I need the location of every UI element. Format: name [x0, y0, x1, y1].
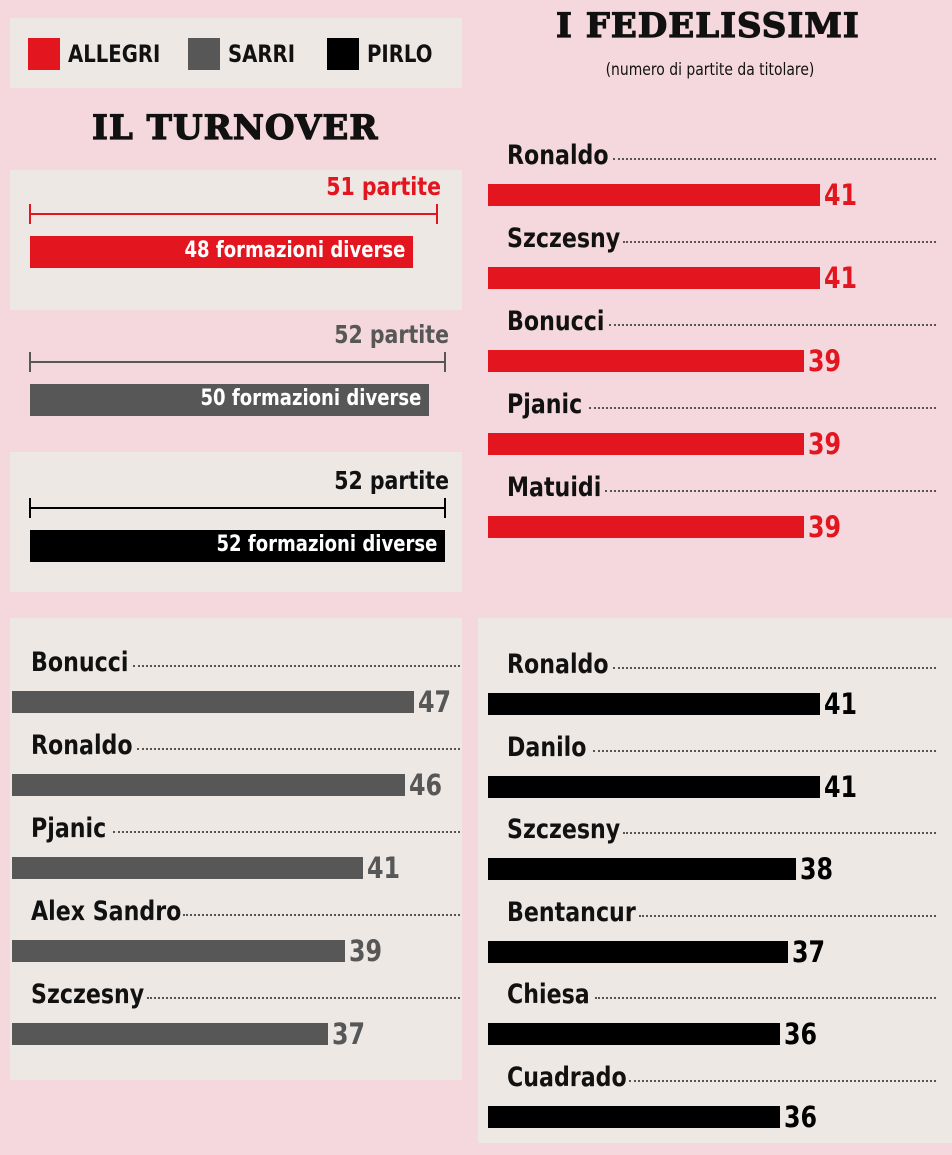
- player-name-sarri-0: Bonucci: [31, 647, 129, 678]
- player-leader-pirlo-0: [613, 667, 936, 669]
- player-name-allegri-1: Szczesny: [507, 223, 621, 254]
- player-name-sarri-2: Pjanic: [31, 813, 107, 844]
- player-name-sarri-3: Alex Sandro: [31, 896, 182, 927]
- player-leader-pirlo-4: [595, 997, 936, 999]
- fedelissimi-subtitle: (numero di partite da titolare): [605, 60, 815, 80]
- player-name-pirlo-5: Cuadrado: [507, 1061, 627, 1093]
- player-name-allegri-3: Pjanic: [507, 389, 583, 420]
- player-leader-pirlo-2: [623, 832, 936, 834]
- turnover-partite-label-sarri: 52 partite: [334, 320, 449, 349]
- player-leader-sarri-4: [147, 997, 460, 999]
- turnover-formazioni-bar-allegri: [30, 236, 414, 268]
- legend-swatch-allegri: [28, 38, 60, 70]
- legend-label-allegri: ALLEGRI: [68, 40, 161, 68]
- turnover-partite-line-allegri: [30, 213, 437, 215]
- player-bar-sarri-2: [12, 857, 363, 879]
- player-leader-allegri-4: [605, 490, 936, 492]
- player-leader-pirlo-1: [593, 749, 936, 752]
- player-name-allegri-2: Bonucci: [507, 306, 605, 337]
- turnover-partite-label-allegri: 51 partite: [326, 172, 441, 201]
- legend-label-pirlo: PIRLO: [367, 40, 433, 68]
- player-name-pirlo-2: Szczesny: [507, 814, 621, 845]
- player-value-allegri-4: 39: [807, 510, 841, 544]
- player-bar-pirlo-0: [488, 693, 821, 715]
- turnover-tick-end-allegri: [435, 204, 438, 224]
- player-value-pirlo-2: 38: [799, 852, 833, 886]
- player-value-allegri-2: 39: [807, 344, 841, 378]
- player-leader-sarri-3: [183, 914, 460, 916]
- player-value-pirlo-1: 41: [824, 769, 858, 804]
- player-leader-sarri-0: [133, 665, 460, 667]
- player-value-pirlo-4: 36: [783, 1017, 817, 1051]
- player-bar-sarri-0: [12, 691, 414, 713]
- player-value-allegri-3: 39: [807, 427, 841, 461]
- turnover-partite-line-pirlo: [30, 507, 445, 509]
- turnover-partite-label-pirlo: 52 partite: [334, 466, 449, 495]
- player-value-sarri-4: 37: [332, 1017, 366, 1051]
- player-name-pirlo-0: Ronaldo: [507, 649, 609, 680]
- player-bar-pirlo-5: [488, 1105, 780, 1128]
- player-bar-allegri-2: [488, 350, 804, 372]
- player-value-pirlo-5: 36: [783, 1099, 817, 1134]
- player-value-sarri-0: 47: [417, 685, 451, 719]
- player-leader-allegri-3: [589, 407, 936, 409]
- player-bar-allegri-3: [488, 433, 804, 455]
- turnover-formazioni-label-allegri: 48 formazioni diverse: [184, 238, 406, 263]
- legend-swatch-pirlo: [327, 38, 359, 70]
- turnover-title: IL TURNOVER: [91, 107, 379, 148]
- player-bar-pirlo-2: [488, 858, 796, 880]
- player-name-sarri-4: Szczesny: [31, 979, 145, 1010]
- player-bar-pirlo-1: [488, 775, 821, 798]
- player-leader-allegri-1: [623, 241, 936, 243]
- turnover-formazioni-bar-pirlo: [30, 530, 445, 562]
- turnover-tick-end-pirlo: [443, 498, 446, 518]
- player-value-allegri-0: 41: [824, 178, 858, 212]
- fedelissimi-title: I FEDELISSIMI: [555, 5, 860, 46]
- player-name-allegri-0: Ronaldo: [507, 140, 609, 171]
- player-name-sarri-1: Ronaldo: [31, 730, 133, 761]
- player-bar-allegri-1: [488, 267, 821, 289]
- legend-label-sarri: SARRI: [228, 40, 296, 68]
- player-value-sarri-3: 39: [349, 934, 383, 968]
- player-value-sarri-2: 41: [366, 851, 400, 885]
- player-value-sarri-1: 46: [409, 768, 443, 802]
- player-bar-sarri-4: [12, 1023, 329, 1045]
- legend-item-pirlo: PIRLO: [327, 38, 447, 70]
- turnover-formazioni-label-pirlo: 52 formazioni diverse: [216, 532, 437, 557]
- player-name-pirlo-3: Bentancur: [507, 896, 636, 928]
- player-bar-sarri-3: [12, 940, 346, 962]
- player-bar-allegri-4: [488, 516, 804, 538]
- sarri-players-panel: [10, 618, 462, 1080]
- player-name-pirlo-1: Danilo: [507, 731, 587, 763]
- player-leader-pirlo-3: [639, 914, 936, 917]
- player-name-allegri-4: Matuidi: [507, 472, 602, 503]
- legend: ALLEGRI SARRI PIRLO: [10, 18, 462, 88]
- turnover-partite-line-sarri: [30, 361, 445, 363]
- player-name-pirlo-4: Chiesa: [507, 979, 590, 1010]
- turnover-tick-start-sarri: [29, 352, 31, 372]
- player-leader-pirlo-5: [629, 1079, 936, 1082]
- turnover-tick-start-allegri: [29, 204, 31, 224]
- player-leader-allegri-2: [609, 324, 936, 326]
- legend-item-sarri: SARRI: [188, 38, 310, 70]
- player-value-allegri-1: 41: [824, 261, 858, 295]
- legend-item-allegri: ALLEGRI: [28, 38, 181, 70]
- player-bar-pirlo-3: [488, 940, 788, 963]
- turnover-formazioni-bar-sarri: [30, 384, 429, 416]
- player-leader-allegri-0: [613, 158, 936, 160]
- legend-swatch-sarri: [188, 38, 220, 70]
- player-value-pirlo-0: 41: [824, 687, 858, 721]
- player-bar-pirlo-4: [488, 1023, 780, 1045]
- player-bar-allegri-0: [488, 184, 821, 206]
- player-value-pirlo-3: 37: [791, 934, 825, 969]
- player-bar-sarri-1: [12, 774, 406, 796]
- player-leader-sarri-1: [137, 748, 460, 750]
- player-leader-sarri-2: [113, 831, 460, 833]
- turnover-tick-start-pirlo: [29, 498, 31, 518]
- turnover-panel-pirlo: [10, 452, 462, 592]
- turnover-formazioni-label-sarri: 50 formazioni diverse: [200, 386, 421, 411]
- turnover-tick-end-sarri: [443, 352, 446, 372]
